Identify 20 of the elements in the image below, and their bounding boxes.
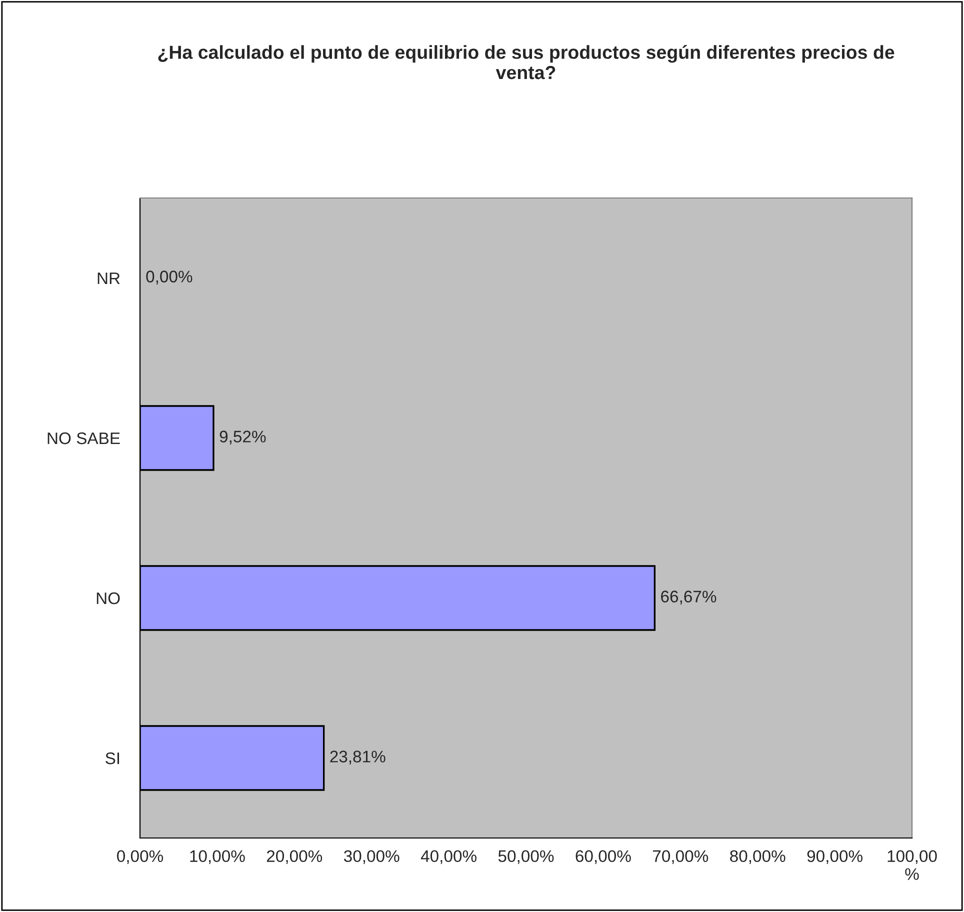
- chart-title: ¿Ha calculado el punto de equilibrio de sus productos según diferentes precios de venta?: [158, 45, 894, 80]
- x-tick-label: 40,00%: [420, 850, 476, 864]
- data-label: 23,81%: [330, 750, 386, 764]
- x-tick-label: 100,00 %: [888, 850, 937, 880]
- data-label: 0,00%: [146, 270, 192, 284]
- x-tick-label: 60,00%: [576, 850, 631, 864]
- x-tick-label: 90,00%: [807, 850, 862, 864]
- x-tick-label: 70,00%: [652, 850, 708, 864]
- y-tick-label: NR: [98, 272, 120, 284]
- data-label: 9,52%: [220, 430, 266, 444]
- x-tick-label: 20,00%: [266, 850, 322, 864]
- y-tick-label: SI: [106, 752, 120, 764]
- y-tick-label: NO SABE: [48, 432, 120, 444]
- y-tick-label: NO: [96, 592, 120, 604]
- x-tick-label: 0,00%: [117, 850, 164, 864]
- x-tick-label: 30,00%: [344, 850, 400, 864]
- data-label: 66,67%: [661, 590, 716, 604]
- x-tick-label: 50,00%: [498, 850, 554, 864]
- x-tick-label: 80,00%: [730, 850, 786, 864]
- x-tick-label: 10,00%: [190, 850, 245, 864]
